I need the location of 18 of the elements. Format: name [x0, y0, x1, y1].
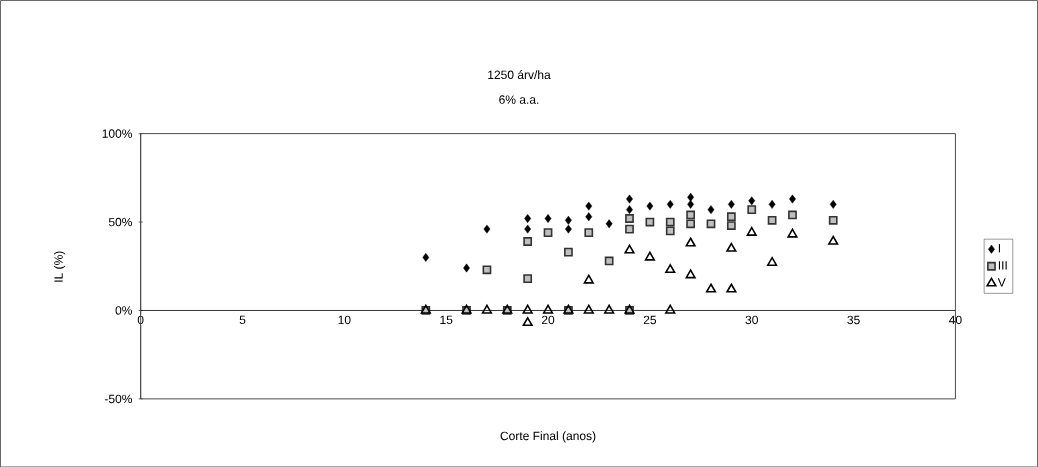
x-tick-label: 5 — [239, 315, 246, 324]
legend-label: I — [998, 243, 1001, 253]
chart-title: 1250 árv/ha — [488, 69, 551, 79]
y-tick-label: 50% — [108, 217, 133, 227]
y-tick-label: 100% — [102, 129, 133, 138]
x-axis-title: Corte Final (anos) — [500, 431, 596, 443]
x-tick-label: 10 — [338, 315, 351, 324]
legend-label: III — [998, 261, 1007, 270]
x-tick-label: 30 — [745, 315, 758, 324]
chart-subtitle: 6% a.a. — [499, 95, 539, 104]
y-tick-label: -50% — [104, 394, 133, 403]
x-tick-label: 35 — [847, 315, 860, 324]
x-tick-label: 15 — [440, 315, 453, 324]
x-tick-label: 20 — [541, 315, 555, 324]
x-tick-label: 25 — [643, 315, 657, 324]
y-axis-title: IL (%) — [53, 251, 66, 282]
legend-label: V — [997, 278, 1006, 287]
y-tick-label: 0% — [115, 305, 133, 315]
